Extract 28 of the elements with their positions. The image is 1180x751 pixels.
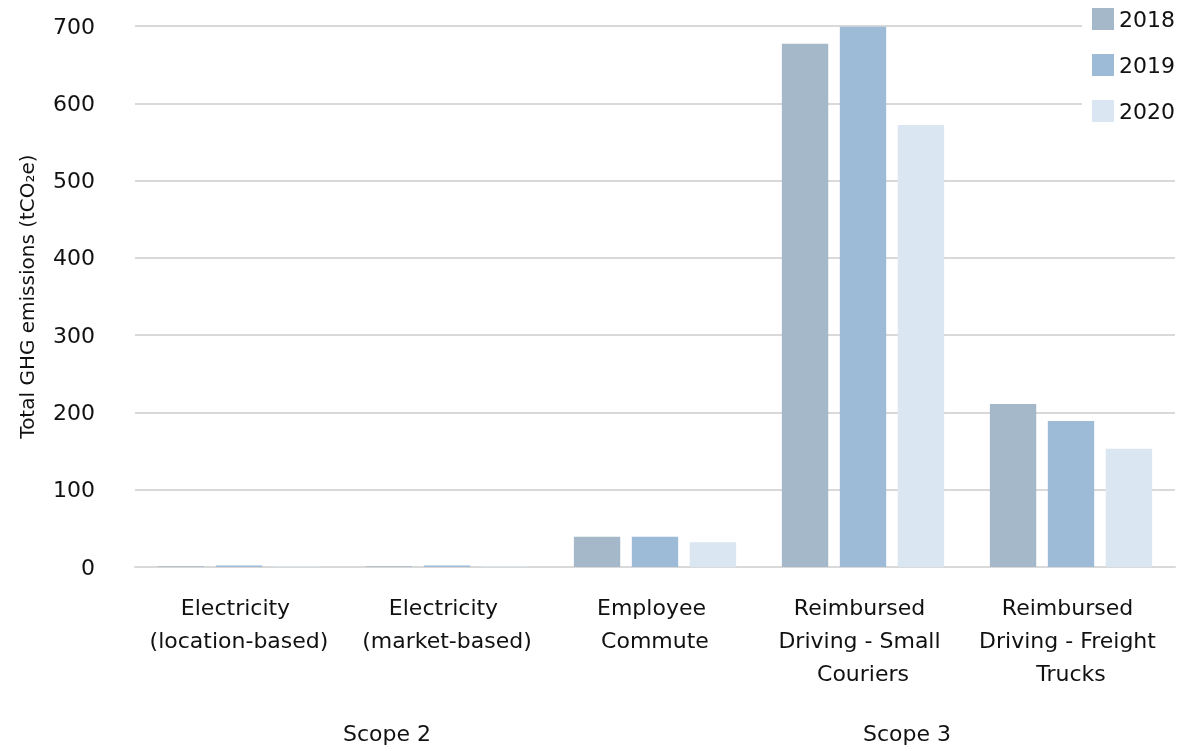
y-tick-label: 500 xyxy=(53,168,95,194)
y-tick-label: 400 xyxy=(53,245,95,271)
bar xyxy=(781,43,829,567)
bar xyxy=(1047,420,1095,567)
legend-label: 2019 xyxy=(1119,52,1176,78)
x-tick-label: Electricity (market-based) xyxy=(362,595,532,653)
y-axis-title: Total GHG emissions (tCO₂e) xyxy=(15,154,39,440)
bar xyxy=(689,542,737,567)
legend-label: 2018 xyxy=(1119,6,1176,32)
x-tick-label: Reimbursed Driving - Small Couriers xyxy=(778,595,948,686)
bar xyxy=(1105,448,1153,567)
bar xyxy=(989,403,1037,567)
y-tick-label: 300 xyxy=(53,322,95,348)
text: Scope 2 xyxy=(343,720,432,746)
y-tick-label: 700 xyxy=(53,13,95,39)
y-tick-label: 0 xyxy=(81,554,95,580)
bar xyxy=(573,536,621,567)
bar xyxy=(839,26,887,567)
legend-label: 2020 xyxy=(1119,98,1176,124)
bar xyxy=(897,124,945,567)
x-tick-label: Reimbursed Driving - Freight Trucks xyxy=(979,595,1163,686)
text: Scope 3 xyxy=(863,720,952,746)
x-tick-label: Electricity (location-based) xyxy=(149,595,329,653)
bar xyxy=(631,536,679,567)
y-tick-label: 600 xyxy=(53,90,95,116)
y-tick-label: 200 xyxy=(53,399,95,425)
x-tick-label: Employee Commute xyxy=(597,595,713,653)
y-tick-label: 100 xyxy=(53,477,95,503)
